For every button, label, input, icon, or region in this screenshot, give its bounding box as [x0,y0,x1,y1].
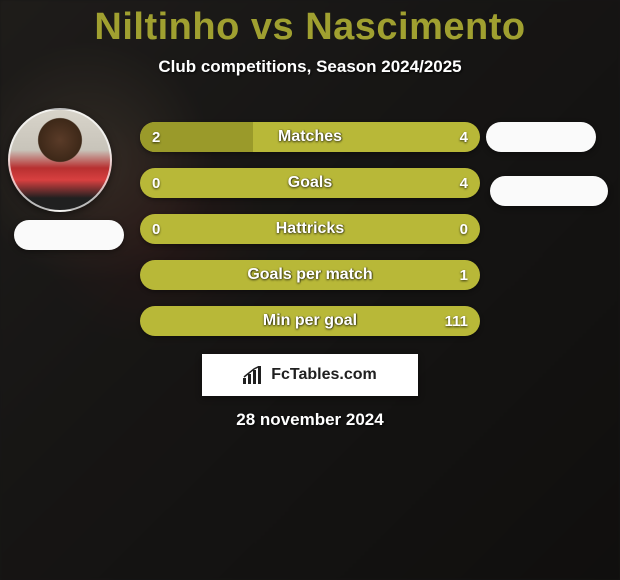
chart-icon [243,366,265,384]
stat-bar: 24Matches [140,122,480,152]
name-pill-player2-line2 [490,176,608,206]
brand-text: FcTables.com [271,366,377,384]
stat-bar: 1Goals per match [140,260,480,290]
bar-track [140,260,480,290]
avatar-player1 [8,108,112,212]
date-line: 28 november 2024 [0,410,620,430]
bar-track [140,306,480,336]
stat-bar: 00Hattricks [140,214,480,244]
bar-track [140,168,480,198]
content-root: Niltinho vs Nascimento Club competitions… [0,0,620,580]
page-title: Niltinho vs Nascimento [0,0,620,49]
name-pill-player2-line1 [486,122,596,152]
stat-bar: 111Min per goal [140,306,480,336]
brand-box[interactable]: FcTables.com [202,354,418,396]
name-pill-player1 [14,220,124,250]
title-player2: Nascimento [305,6,525,48]
bar-left-fill [140,122,253,152]
title-vs: vs [251,6,294,48]
stat-bar: 04Goals [140,168,480,198]
title-player1: Niltinho [94,6,239,48]
subtitle: Club competitions, Season 2024/2025 [0,57,620,77]
bar-track [140,214,480,244]
comparison-bars: 24Matches 04Goals 00Hattricks 1Goals per ma… [140,122,480,336]
